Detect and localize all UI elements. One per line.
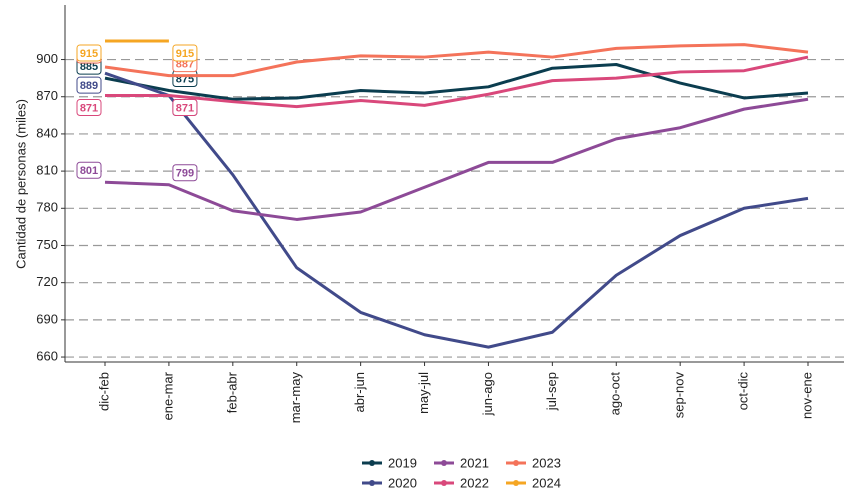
data-label-box	[76, 98, 102, 116]
legend-label: 2023	[532, 455, 561, 470]
data-label: 801	[80, 165, 98, 177]
data-label-box	[172, 44, 198, 62]
data-label: 871	[176, 102, 194, 114]
data-label-group: 871	[76, 98, 102, 116]
legend-label: 2021	[460, 455, 489, 470]
data-label: 871	[80, 102, 98, 114]
data-label-box	[76, 76, 102, 94]
series-line	[104, 97, 809, 221]
y-tick-label: 690	[36, 311, 58, 326]
x-tick-label: sep-nov	[672, 372, 687, 419]
data-label: 889	[80, 80, 98, 92]
x-tick-label: nov-ene	[799, 372, 814, 419]
legend-label: 2024	[532, 475, 561, 490]
x-tick-label: jul-sep	[544, 372, 559, 411]
data-label: 915	[80, 48, 98, 60]
legend-dot	[513, 480, 519, 486]
data-label-box	[76, 44, 102, 62]
y-tick-label: 780	[36, 200, 58, 215]
x-tick-label: abr-jun	[352, 372, 367, 412]
data-label-group: 889	[76, 76, 102, 94]
x-tick-label: ago-oct	[608, 372, 623, 416]
series-line	[104, 43, 809, 78]
data-label-group: 799	[172, 164, 198, 182]
legend-dot	[513, 460, 519, 466]
legend-dot	[369, 460, 375, 466]
series-line	[104, 63, 809, 101]
data-label-box	[172, 98, 198, 116]
series-line	[105, 55, 809, 109]
y-tick-label: 870	[36, 88, 58, 103]
legend-dot	[369, 480, 375, 486]
data-label-group: 875	[172, 70, 198, 88]
legend-dot	[441, 460, 447, 466]
data-label-group: 915	[76, 44, 102, 62]
x-tick-label: jun-ago	[480, 372, 495, 416]
y-tick-label: 660	[36, 348, 58, 363]
y-tick-label: 720	[36, 274, 58, 289]
x-tick-label: dic-feb	[96, 372, 111, 411]
legend-label: 2020	[388, 475, 417, 490]
data-label-group: 871	[172, 98, 198, 116]
x-tick-label: oct-dic	[736, 372, 751, 411]
y-tick-label: 840	[36, 125, 58, 140]
data-label-group: 915	[172, 44, 198, 62]
x-tick-label: ene-mar	[160, 371, 175, 420]
legend-label: 2022	[460, 475, 489, 490]
data-label: 799	[176, 168, 194, 180]
y-tick-label: 900	[36, 51, 58, 66]
x-tick-label: mar-may	[288, 372, 303, 424]
y-tick-label: 750	[36, 237, 58, 252]
data-label: 915	[176, 48, 194, 60]
legend-label: 2019	[388, 455, 417, 470]
legend-dot	[441, 480, 447, 486]
data-label: 885	[80, 61, 98, 73]
data-label-box	[172, 164, 198, 182]
x-tick-label: may-jul	[416, 372, 431, 414]
data-label-box	[76, 161, 102, 179]
y-tick-label: 810	[36, 163, 58, 178]
x-tick-label: feb-abr	[224, 371, 239, 413]
data-label-group: 801	[76, 161, 102, 179]
y-axis-label: Cantidad de personas (miles)	[13, 99, 28, 269]
data-label: 887	[176, 59, 194, 71]
series-line	[104, 71, 809, 349]
